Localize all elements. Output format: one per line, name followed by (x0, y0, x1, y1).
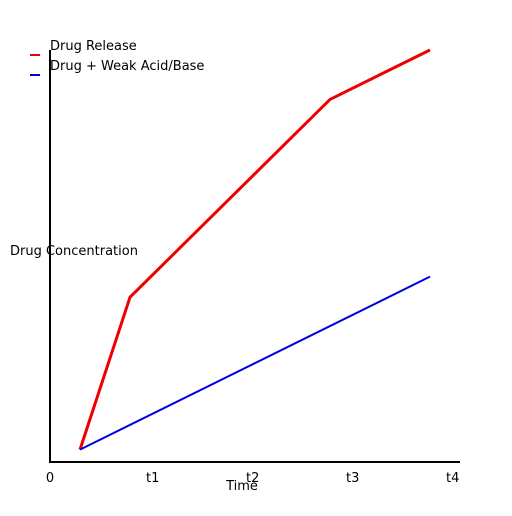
series-line-1 (80, 277, 430, 450)
x-tick-labels: 0t1t2t3t4t5 (46, 471, 512, 486)
x-tick-label: t4 (446, 471, 459, 486)
legend: Drug Release Drug + Weak Acid/Base (30, 39, 204, 75)
x-tick-label: 0 (46, 471, 54, 486)
x-axis-label: Time (225, 479, 258, 494)
x-tick-label: t1 (146, 471, 159, 486)
y-axis-label: Drug Concentration (10, 244, 138, 259)
legend-label-1: Drug + Weak Acid/Base (50, 59, 204, 74)
legend-label-0: Drug Release (50, 39, 137, 54)
x-tick-label: t3 (346, 471, 359, 486)
